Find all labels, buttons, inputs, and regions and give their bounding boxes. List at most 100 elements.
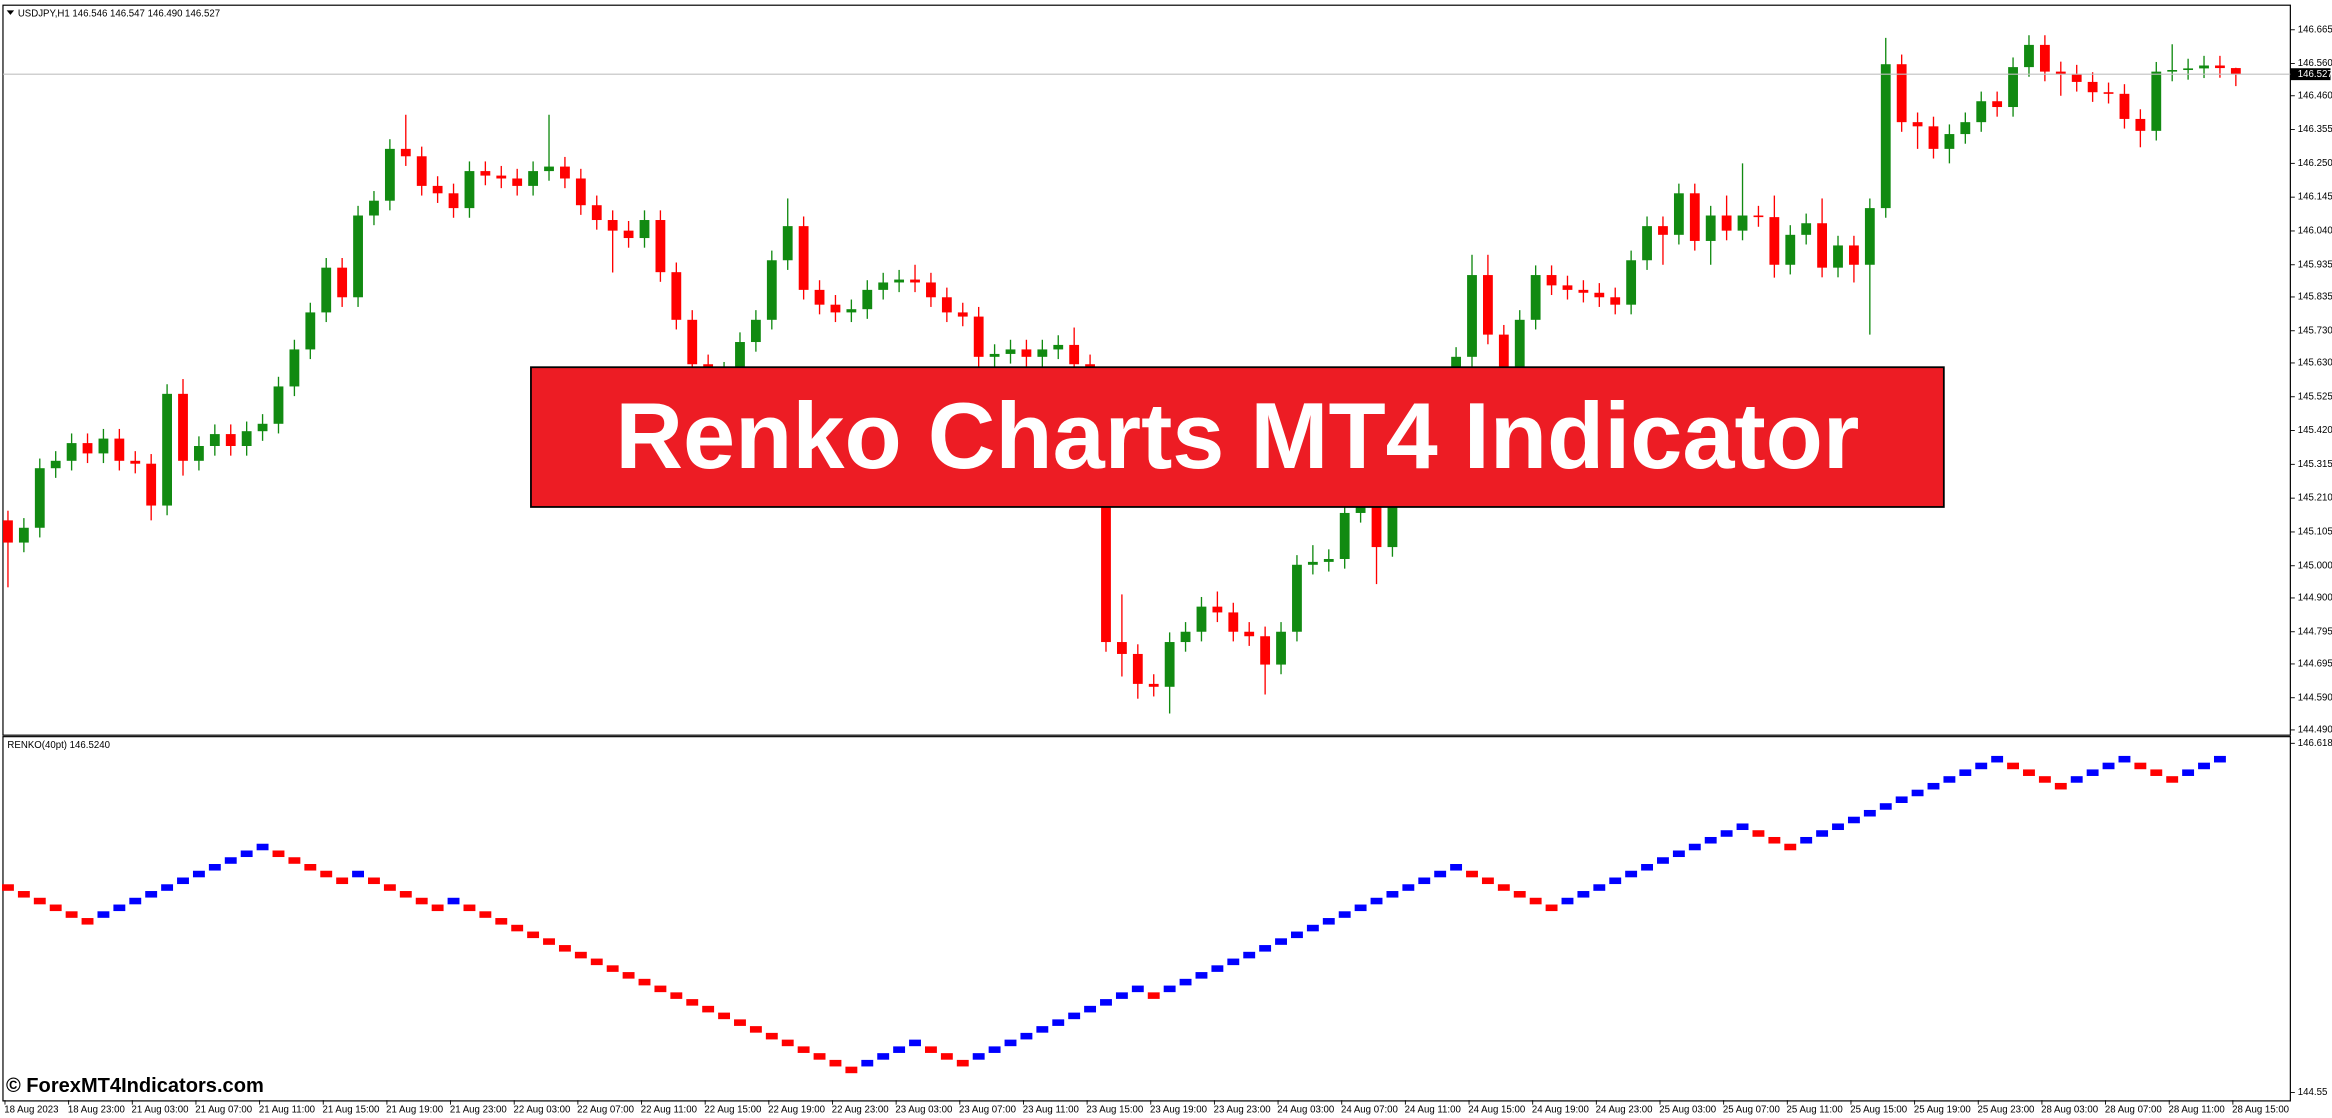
candle-body <box>432 185 443 194</box>
renko-brick <box>1338 911 1351 918</box>
renko-brick <box>1450 864 1463 871</box>
renko-brick <box>765 1032 778 1040</box>
renko-brick <box>1752 830 1765 837</box>
renko-brick <box>1784 843 1797 851</box>
pane-title: RENKO(40pt) 146.5240 <box>7 740 110 751</box>
renko-brick <box>1577 891 1590 898</box>
renko-brick <box>877 1053 890 1060</box>
candle-body <box>1817 223 1828 268</box>
renko-brick <box>797 1046 810 1053</box>
candle-body <box>1769 217 1780 265</box>
renko-brick <box>1402 884 1415 891</box>
plot-layer: USDJPY,H1 146.546 146.547 146.490 146.52… <box>2 9 2332 1115</box>
candle-body <box>1912 122 1923 127</box>
renko-brick <box>1529 897 1542 905</box>
candle-body <box>1960 122 1971 135</box>
y-tick-label: 145.420 <box>2298 425 2332 436</box>
candle-body <box>2199 65 2209 69</box>
candle-body <box>989 353 1000 357</box>
renko-brick <box>1131 985 1144 993</box>
x-tick-label: 23 Aug 03:00 <box>895 1104 952 1115</box>
renko-brick <box>1147 992 1160 999</box>
candle-body <box>830 304 841 313</box>
candle-body <box>209 434 220 446</box>
candle-body <box>114 438 125 461</box>
renko-brick <box>1434 870 1447 878</box>
candle-body <box>480 171 491 176</box>
renko-brick <box>1052 1019 1065 1026</box>
renko-brick <box>1561 897 1574 905</box>
candle-body <box>782 226 793 261</box>
candle-body <box>1148 683 1159 687</box>
renko-brick <box>161 884 174 891</box>
x-tick-label: 24 Aug 07:00 <box>1341 1104 1398 1115</box>
renko-brick <box>2070 776 2083 783</box>
candle-body <box>1833 245 1843 268</box>
candle-body <box>1116 642 1127 654</box>
y-tick-label: 145.000 <box>2298 560 2332 571</box>
candle-body <box>225 434 236 446</box>
candle-body <box>1721 215 1732 231</box>
renko-brick <box>2118 755 2131 763</box>
renko-brick <box>336 877 349 885</box>
renko-brick <box>304 864 317 871</box>
candle-body <box>591 205 602 221</box>
renko-brick <box>1275 938 1287 945</box>
renko-brick <box>49 904 62 912</box>
candle-body <box>814 289 825 305</box>
candle-body <box>1737 215 1748 231</box>
candle-body <box>607 220 618 231</box>
candle-body <box>512 178 523 186</box>
pane-title: USDJPY,H1 146.546 146.547 146.490 146.52… <box>18 9 220 20</box>
x-tick-label: 28 Aug 03:00 <box>2041 1104 2098 1115</box>
candle-body <box>973 316 984 357</box>
renko-brick <box>1832 823 1844 831</box>
renko-brick <box>320 870 333 878</box>
candle-body <box>1928 126 1939 149</box>
candle-body <box>2008 67 2018 108</box>
x-tick-label: 22 Aug 23:00 <box>832 1104 889 1115</box>
renko-brick <box>145 891 158 898</box>
renko-brick <box>1354 904 1367 912</box>
renko-brick <box>1020 1032 1033 1040</box>
x-tick-label: 22 Aug 11:00 <box>641 1104 697 1115</box>
candle-body <box>1594 292 1605 298</box>
menu-arrow[interactable] <box>6 10 15 15</box>
renko-brick <box>65 911 78 918</box>
renko-brick <box>383 884 396 891</box>
candle-body <box>623 230 634 239</box>
renko-brick <box>1975 762 1988 770</box>
renko-brick <box>940 1053 953 1060</box>
renko-brick <box>1657 857 1669 864</box>
candle-body <box>50 460 61 469</box>
x-tick-label: 23 Aug 15:00 <box>1086 1104 1143 1115</box>
renko-brick <box>33 897 46 905</box>
renko-brick <box>224 857 237 864</box>
renko-brick <box>192 870 205 878</box>
candle-body <box>321 267 332 313</box>
candle-body <box>1387 475 1398 548</box>
renko-brick <box>702 1005 715 1013</box>
renko-brick <box>1879 803 1892 810</box>
candle-body <box>2071 74 2082 82</box>
x-tick-label: 23 Aug 19:00 <box>1150 1104 1207 1115</box>
candle-body <box>98 438 109 454</box>
renko-brick <box>1163 985 1176 993</box>
renko-brick <box>1179 978 1192 986</box>
renko-brick <box>606 965 619 972</box>
x-tick-label: 23 Aug 11:00 <box>1023 1104 1079 1115</box>
renko-brick <box>2213 755 2226 763</box>
candle-body <box>464 171 475 209</box>
x-tick-label: 24 Aug 11:00 <box>1405 1104 1461 1115</box>
renko-brick <box>1084 1005 1097 1013</box>
candle-body <box>1849 245 1859 265</box>
candle-body <box>1483 275 1493 335</box>
renko-brick <box>924 1046 937 1053</box>
candle-body <box>1355 505 1366 513</box>
candle-body <box>560 166 570 179</box>
candle-body <box>1992 101 2003 108</box>
x-tick-label: 22 Aug 15:00 <box>704 1104 761 1115</box>
candle-body <box>544 166 554 172</box>
renko-brick <box>208 864 221 871</box>
x-tick-label: 21 Aug 11:00 <box>259 1104 315 1115</box>
